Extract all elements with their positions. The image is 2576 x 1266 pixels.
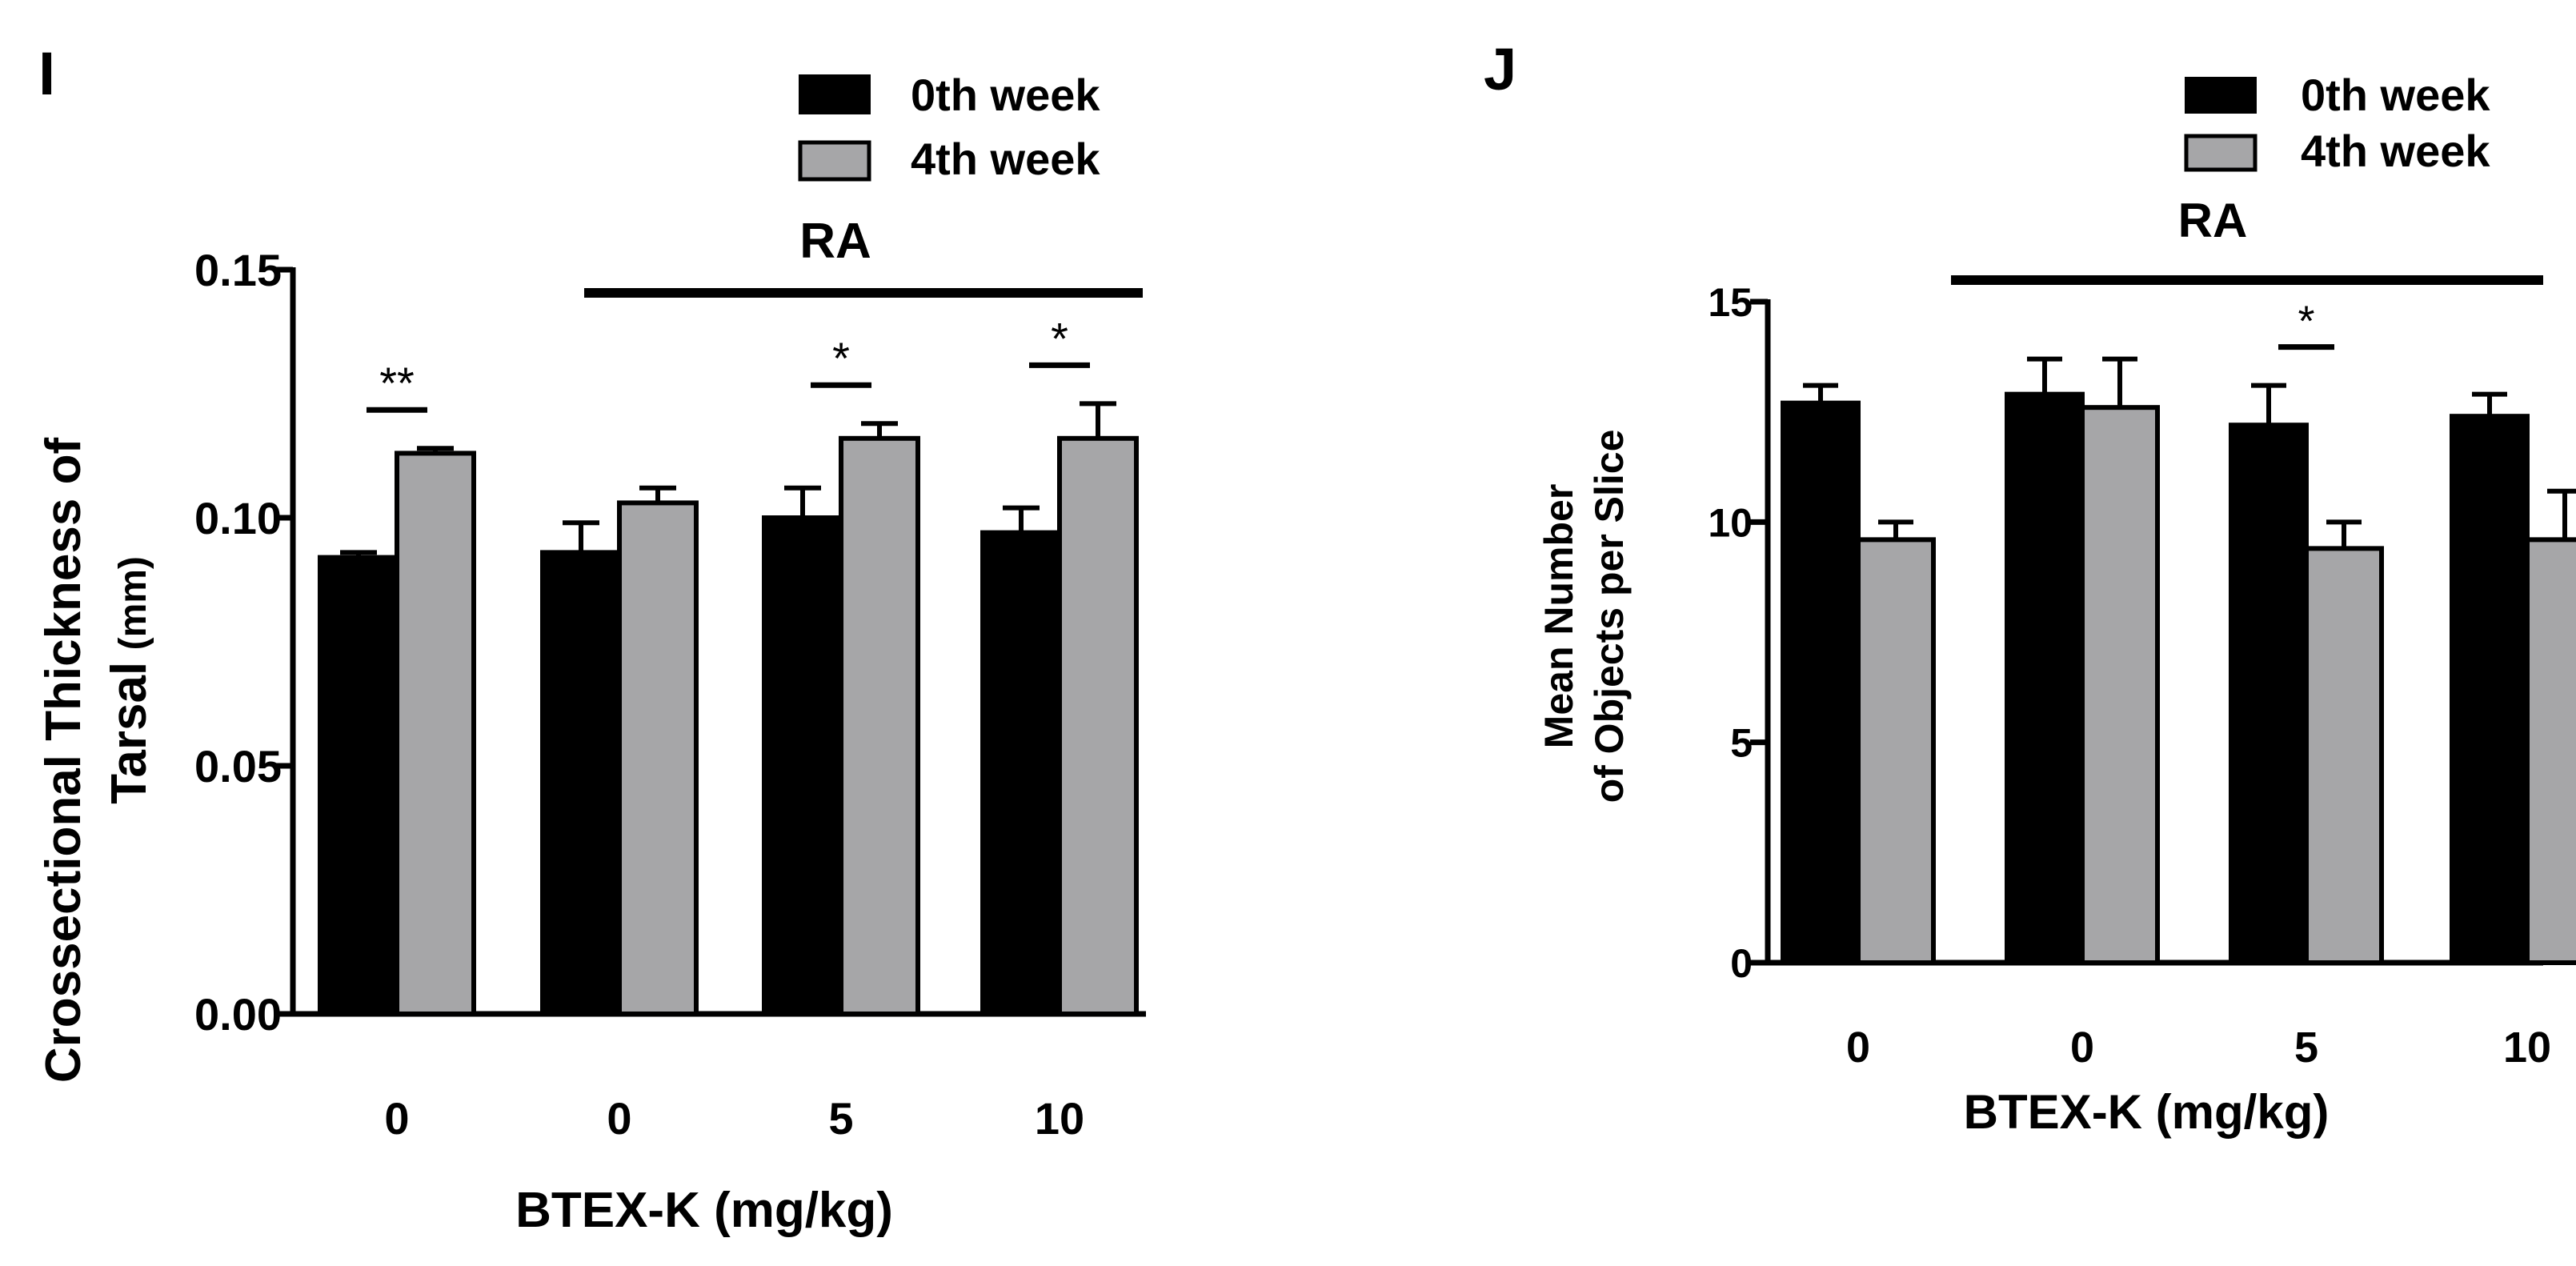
panel-i-bar [318,555,399,1016]
panel-i-bar [540,550,622,1016]
panel-j-legend-label-0th: 0th week [2301,70,2490,120]
panel-j-bar [1856,537,1936,965]
panel-j-legend: 0th week 4th week [2184,70,2490,176]
panel-i-legend-label-0th: 0th week [911,70,1100,120]
panel-i-y-tick-label: 0.05 [194,741,282,791]
panel-i-x-tick-label: 10 [1035,1093,1084,1144]
panel-i-bar [839,435,920,1016]
panel-j-bar [2450,414,2530,965]
panel-i-ylabel-second-text: Tarsal [102,662,157,804]
panel-j-legend-swatch-0th [2185,77,2257,114]
panel-j-y-tick-label: 15 [1708,280,1753,325]
panel-i-bar [1057,435,1139,1016]
panel-j-bar [2005,391,2085,965]
panel-i-significance-label: * [832,333,850,383]
panel-i-y-tick-label: 0.10 [194,493,282,543]
panel-j-bar [2229,423,2309,965]
panel-i-x-tick-label: 5 [828,1093,853,1144]
panel-i-legend-swatch-0th [799,74,871,114]
panel-j-ylabel-main: Mean Number [1536,484,1581,749]
panel-i-x-tick-label: 0 [384,1093,409,1144]
panel-i-bar [395,451,476,1016]
panel-i-label: I [38,40,55,108]
panel-j-xlabel: BTEX-K (mg/kg) [1964,1085,2330,1139]
panel-i-legend: 0th week 4th week [798,70,1100,184]
panel-i: I 0th week 4th week RA Crossectional Thi… [36,40,1146,1238]
panel-j-y-tick-label: 10 [1708,500,1753,545]
panel-i-plot: 0.000.050.100.150 0 5 10** * * [194,245,1146,1144]
panel-j-legend-swatch-4th [2184,134,2258,172]
panel-j-group-label: RA [2178,194,2248,247]
panel-j-bar [2304,546,2384,965]
panel-j: J 0th week 4th week RA Mean Number of Ob… [1484,36,2576,1139]
panel-i-x-tick-label: 0 [607,1093,631,1144]
panel-i-significance-label: ** [379,358,415,408]
panel-j-x-tick-label: 5 [2294,1024,2318,1072]
panel-j-x-tick-label: 0 [1846,1024,1870,1072]
panel-j-y-tick-label: 0 [1730,941,1753,986]
panel-i-ylabel-unit: (mm) [112,556,154,650]
panel-i-significance-label: * [1051,313,1068,363]
panel-j-plot: 0 5 10 15 0 0 5 10 * [1708,280,2576,1072]
panel-j-label: J [1484,36,1516,102]
panel-j-x-tick-label: 10 [2503,1024,2551,1072]
panel-i-ylabel-main: Crossectional Thickness of [36,438,91,1084]
panel-j-bar [2080,405,2160,966]
panel-j-y-tick-label: 5 [1730,721,1753,766]
panel-i-y-tick-label: 0.15 [194,245,282,295]
panel-i-bar [762,515,843,1016]
panel-i-xlabel: BTEX-K (mg/kg) [515,1183,893,1238]
panel-j-bar [2525,537,2576,965]
panel-i-ylabel-second: Tarsal (mm) [102,556,157,804]
panel-i-y-tick-label: 0.00 [194,989,282,1040]
panel-i-legend-label-4th: 4th week [911,134,1100,184]
panel-i-bar [980,530,1062,1016]
panel-j-ylabel-second: of Objects per Slice [1587,430,1632,803]
panel-j-significance-label: * [2298,298,2314,346]
panel-j-x-tick-label: 0 [2070,1024,2094,1072]
panel-i-bar [617,500,699,1016]
panel-j-legend-label-4th: 4th week [2301,126,2490,176]
panel-i-group-label: RA [799,214,871,269]
panel-j-bar [1781,400,1861,965]
panel-i-legend-swatch-4th [798,140,871,182]
